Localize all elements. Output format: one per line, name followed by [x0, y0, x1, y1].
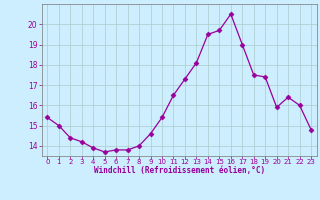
- X-axis label: Windchill (Refroidissement éolien,°C): Windchill (Refroidissement éolien,°C): [94, 166, 265, 175]
